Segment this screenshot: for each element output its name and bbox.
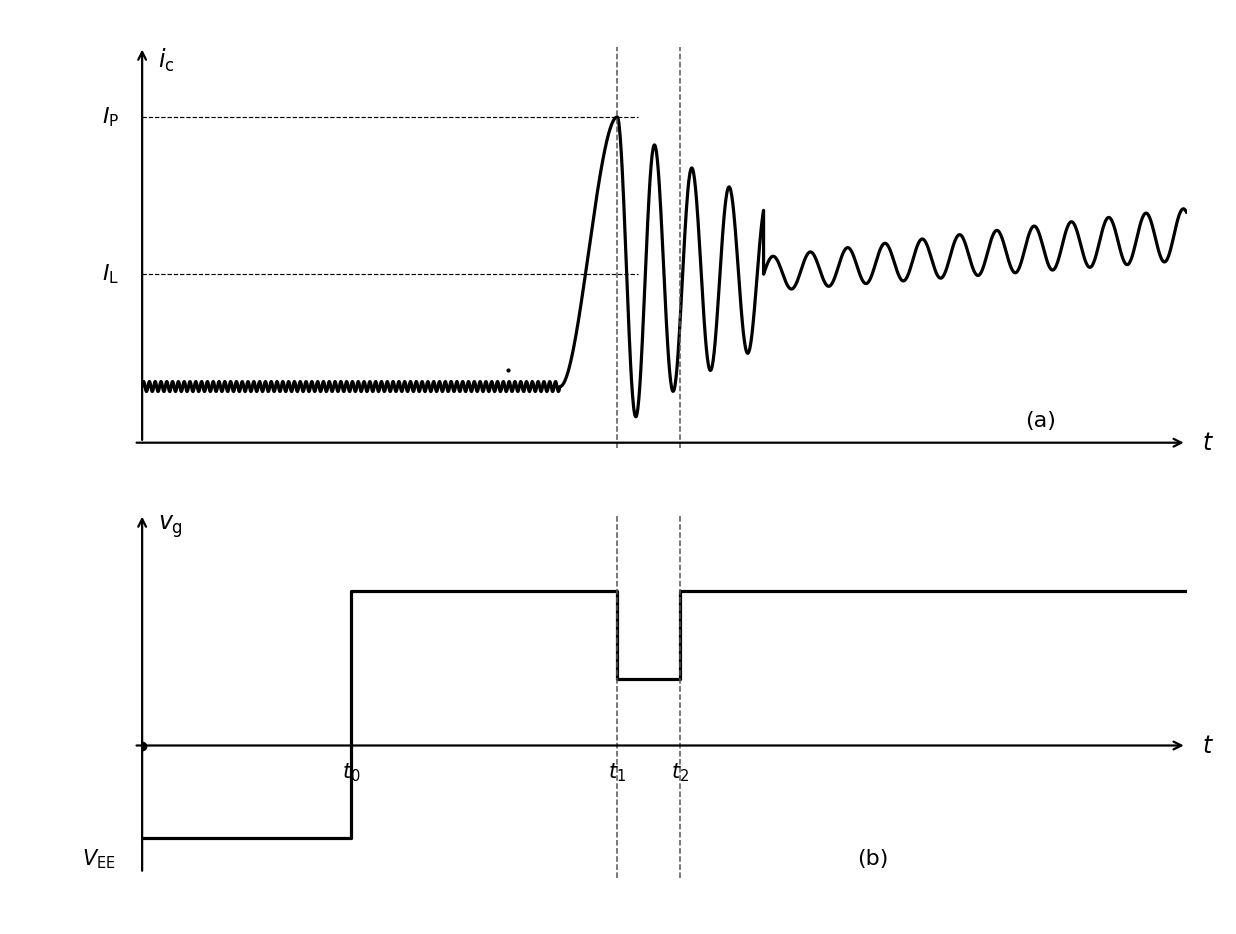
Text: (b): (b) <box>858 849 889 870</box>
Text: $v_{\mathrm{g}}$: $v_{\mathrm{g}}$ <box>158 514 183 541</box>
Text: $I_{\mathrm{P}}$: $I_{\mathrm{P}}$ <box>101 106 119 129</box>
Text: $t$: $t$ <box>1203 733 1214 757</box>
Text: $I_{\mathrm{L}}$: $I_{\mathrm{L}}$ <box>103 262 119 286</box>
Text: (a): (a) <box>1025 412 1056 432</box>
Text: $i_{\mathrm{c}}$: $i_{\mathrm{c}}$ <box>158 47 174 74</box>
Text: $t_1$: $t_1$ <box>608 761 627 784</box>
Text: $t_2$: $t_2$ <box>671 761 688 784</box>
Text: $t$: $t$ <box>1203 431 1214 455</box>
Text: $t_0$: $t_0$ <box>341 761 361 784</box>
Text: $V_{\mathrm{EE}}$: $V_{\mathrm{EE}}$ <box>83 847 116 870</box>
